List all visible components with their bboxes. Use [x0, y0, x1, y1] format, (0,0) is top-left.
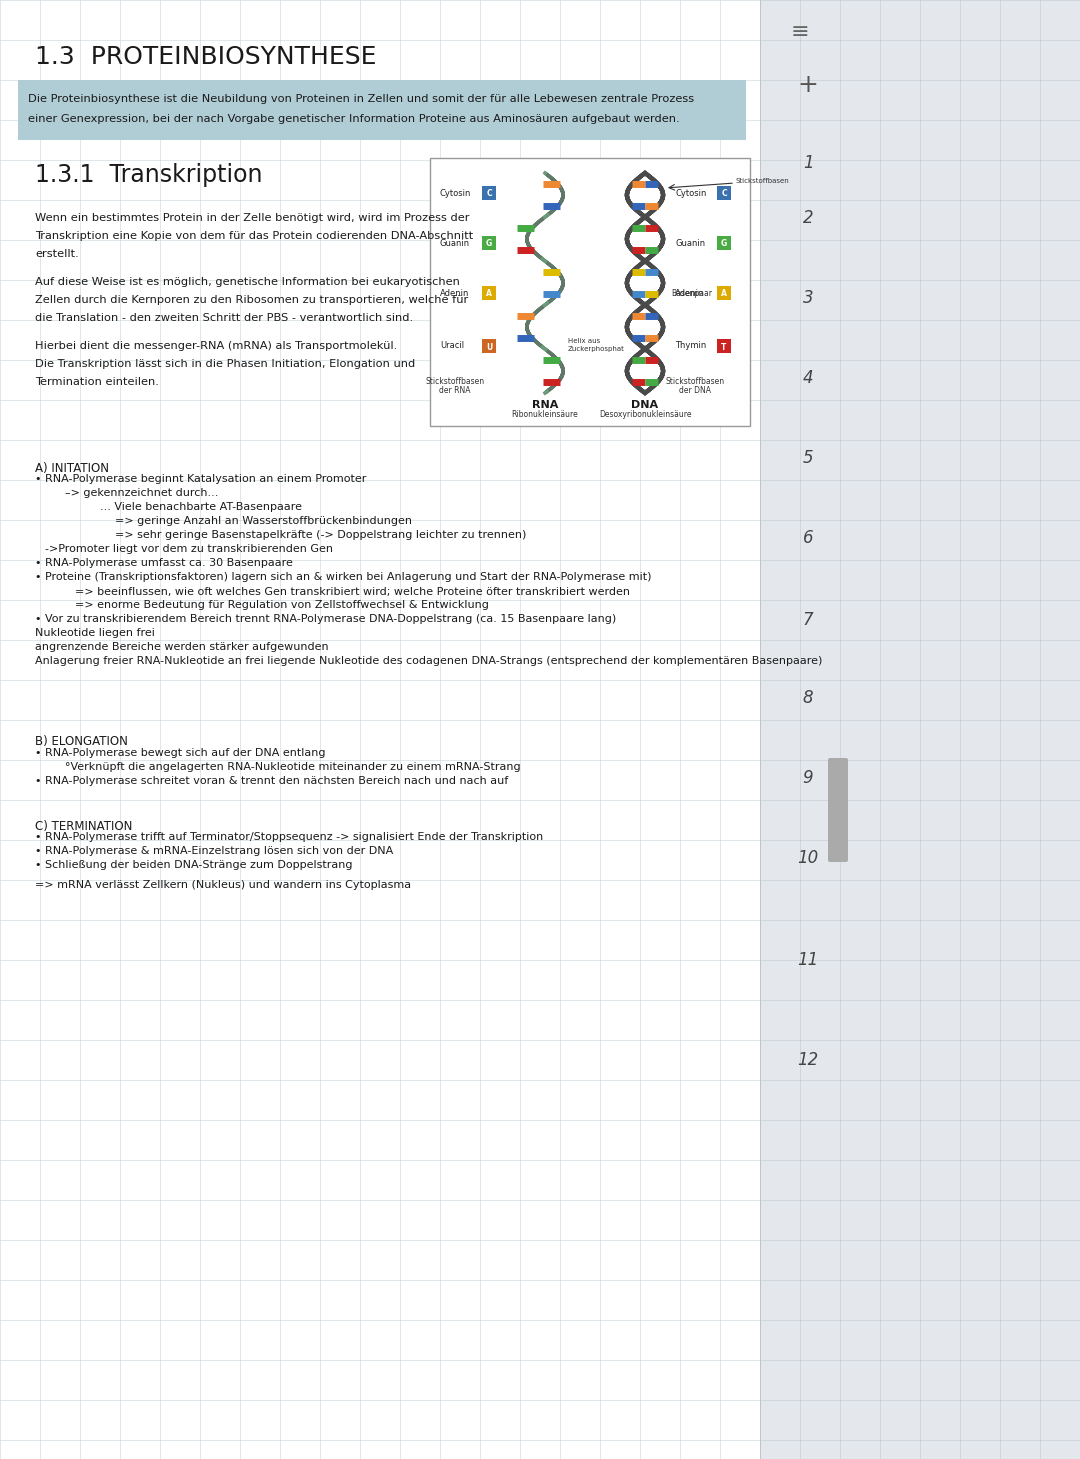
Text: • RNA-Polymerase umfasst ca. 30 Basenpaare: • RNA-Polymerase umfasst ca. 30 Basenpaa…	[35, 559, 293, 569]
Bar	[18, 80, 746, 140]
Text: B) ELONGATION: B) ELONGATION	[35, 735, 127, 748]
Text: => enorme Bedeutung für Regulation von Zellstoffwechsel & Entwicklung: => enorme Bedeutung für Regulation von Z…	[75, 601, 489, 610]
Text: Cytosin: Cytosin	[675, 188, 706, 197]
Text: einer Genexpression, bei der nach Vorgabe genetischer Information Proteine aus A: einer Genexpression, bei der nach Vorgab…	[28, 114, 679, 124]
Text: °Verknüpft die angelagerten RNA-Nukleotide miteinander zu einem mRNA-Strang: °Verknüpft die angelagerten RNA-Nukleoti…	[65, 762, 521, 772]
Text: erstellt.: erstellt.	[35, 249, 79, 260]
Text: G: G	[720, 239, 727, 248]
Text: • RNA-Polymerase trifft auf Terminator/Stoppsequenz -> signalisiert Ende der Tra: • RNA-Polymerase trifft auf Terminator/S…	[35, 833, 543, 842]
Bar	[482, 236, 496, 249]
Text: • RNA-Polymerase & mRNA-Einzelstrang lösen sich von der DNA: • RNA-Polymerase & mRNA-Einzelstrang lös…	[35, 846, 393, 856]
Text: –> gekennzeichnet durch...: –> gekennzeichnet durch...	[65, 489, 218, 499]
Text: => sehr geringe Basenstapelkräfte (-> Doppelstrang leichter zu trennen): => sehr geringe Basenstapelkräfte (-> Do…	[114, 531, 526, 540]
Text: A) INITATION: A) INITATION	[35, 463, 109, 476]
Bar	[717, 185, 731, 200]
Text: 9: 9	[802, 769, 813, 786]
Text: • RNA-Polymerase beginnt Katalysation an einem Promoter: • RNA-Polymerase beginnt Katalysation an…	[35, 474, 366, 484]
Text: C: C	[486, 190, 491, 198]
Bar	[482, 338, 496, 353]
Text: A: A	[721, 289, 727, 299]
Text: A: A	[486, 289, 491, 299]
Text: Basenpaar: Basenpaar	[671, 289, 712, 298]
Text: Adenin: Adenin	[440, 289, 470, 298]
Text: 1: 1	[802, 155, 813, 172]
Bar	[482, 286, 496, 301]
Text: G: G	[486, 239, 492, 248]
Bar	[482, 185, 496, 200]
Text: • Proteine (Transkriptionsfaktoren) lagern sich an & wirken bei Anlagerung und S: • Proteine (Transkriptionsfaktoren) lage…	[35, 572, 651, 582]
Text: => geringe Anzahl an Wasserstoffbrückenbindungen: => geringe Anzahl an Wasserstoffbrückenb…	[114, 516, 411, 527]
Text: Wenn ein bestimmtes Protein in der Zelle benötigt wird, wird im Prozess der: Wenn ein bestimmtes Protein in der Zelle…	[35, 213, 470, 223]
Text: Stickstoffbasen: Stickstoffbasen	[665, 376, 725, 387]
Text: Desoxyribonukleinsäure: Desoxyribonukleinsäure	[598, 410, 691, 419]
Bar	[760, 0, 1080, 1459]
Text: • RNA-Polymerase bewegt sich auf der DNA entlang: • RNA-Polymerase bewegt sich auf der DNA…	[35, 747, 325, 757]
Text: +: +	[797, 73, 819, 96]
Text: Guanin: Guanin	[440, 238, 470, 248]
Text: Nukleotide liegen frei: Nukleotide liegen frei	[35, 629, 154, 639]
Text: angrenzende Bereiche werden stärker aufgewunden: angrenzende Bereiche werden stärker aufg…	[35, 642, 328, 652]
Text: 3: 3	[802, 289, 813, 306]
Text: Anlagerung freier RNA-Nukleotide an frei liegende Nukleotide des codagenen DNA-S: Anlagerung freier RNA-Nukleotide an frei…	[35, 657, 822, 667]
Bar	[717, 236, 731, 249]
FancyBboxPatch shape	[828, 759, 848, 862]
Text: • Vor zu transkribierendem Bereich trennt RNA-Polymerase DNA-Doppelstrang (ca. 1: • Vor zu transkribierendem Bereich trenn…	[35, 614, 617, 624]
Text: der RNA: der RNA	[440, 387, 471, 395]
Text: Die Transkription lässt sich in die Phasen Initiation, Elongation und: Die Transkription lässt sich in die Phas…	[35, 359, 415, 369]
Text: Die Proteinbiosynthese ist die Neubildung von Proteinen in Zellen und somit der : Die Proteinbiosynthese ist die Neubildun…	[28, 93, 694, 104]
Text: 8: 8	[802, 689, 813, 708]
Text: 10: 10	[797, 849, 819, 867]
Text: Uracil: Uracil	[440, 341, 464, 350]
Text: ... Viele benachbarte AT-Basenpaare: ... Viele benachbarte AT-Basenpaare	[100, 502, 302, 512]
Bar	[0, 0, 760, 1459]
Bar	[430, 158, 750, 426]
Text: Stickstoffbasen: Stickstoffbasen	[735, 178, 789, 184]
Text: => mRNA verlässt Zellkern (Nukleus) und wandern ins Cytoplasma: => mRNA verlässt Zellkern (Nukleus) und …	[35, 880, 411, 890]
Text: 4: 4	[802, 369, 813, 387]
Text: Auf diese Weise ist es möglich, genetische Information bei eukaryotischen: Auf diese Weise ist es möglich, genetisc…	[35, 277, 460, 287]
Bar	[717, 286, 731, 301]
Text: 1.3  PROTEINBIOSYNTHESE: 1.3 PROTEINBIOSYNTHESE	[35, 45, 377, 69]
Text: Termination einteilen.: Termination einteilen.	[35, 376, 159, 387]
Text: • Schließung der beiden DNA-Stränge zum Doppelstrang: • Schließung der beiden DNA-Stränge zum …	[35, 861, 352, 871]
Text: 11: 11	[797, 951, 819, 969]
Text: DNA: DNA	[632, 400, 659, 410]
Text: 12: 12	[797, 1050, 819, 1069]
Text: RNA: RNA	[531, 400, 558, 410]
Text: U: U	[486, 343, 492, 352]
Text: 6: 6	[802, 530, 813, 547]
Text: T: T	[721, 343, 727, 352]
Text: Ribonukleinsäure: Ribonukleinsäure	[512, 410, 579, 419]
Text: Cytosin: Cytosin	[440, 188, 471, 197]
Text: 5: 5	[802, 449, 813, 467]
Bar	[717, 338, 731, 353]
Text: 1.3.1  Transkription: 1.3.1 Transkription	[35, 163, 262, 187]
Text: ->Promoter liegt vor dem zu transkribierenden Gen: ->Promoter liegt vor dem zu transkribier…	[45, 544, 333, 554]
Text: Hierbei dient die messenger-RNA (mRNA) als Transportmolekül.: Hierbei dient die messenger-RNA (mRNA) a…	[35, 341, 397, 352]
Text: Helix aus: Helix aus	[568, 338, 600, 344]
Text: ≡: ≡	[791, 22, 809, 42]
Text: Zellen durch die Kernporen zu den Ribosomen zu transportieren, welche für: Zellen durch die Kernporen zu den Riboso…	[35, 295, 469, 305]
Text: Transkription eine Kopie von dem für das Protein codierenden DNA-Abschnitt: Transkription eine Kopie von dem für das…	[35, 231, 473, 241]
Text: C) TERMINATION: C) TERMINATION	[35, 820, 133, 833]
Text: die Translation - den zweiten Schritt der PBS - verantwortlich sind.: die Translation - den zweiten Schritt de…	[35, 314, 414, 322]
Text: Guanin: Guanin	[675, 238, 705, 248]
Text: Zuckerphosphat: Zuckerphosphat	[568, 346, 625, 352]
Text: • RNA-Polymerase schreitet voran & trennt den nächsten Bereich nach und nach auf: • RNA-Polymerase schreitet voran & trenn…	[35, 776, 509, 785]
Text: => beeinflussen, wie oft welches Gen transkribiert wird; welche Proteine öfter t: => beeinflussen, wie oft welches Gen tra…	[75, 587, 630, 597]
Text: der DNA: der DNA	[679, 387, 711, 395]
Text: Stickstoffbasen: Stickstoffbasen	[426, 376, 485, 387]
Text: Adenin: Adenin	[675, 289, 704, 298]
Text: Thymin: Thymin	[675, 341, 706, 350]
Text: 7: 7	[802, 611, 813, 629]
Text: 2: 2	[802, 209, 813, 228]
Text: C: C	[721, 190, 727, 198]
